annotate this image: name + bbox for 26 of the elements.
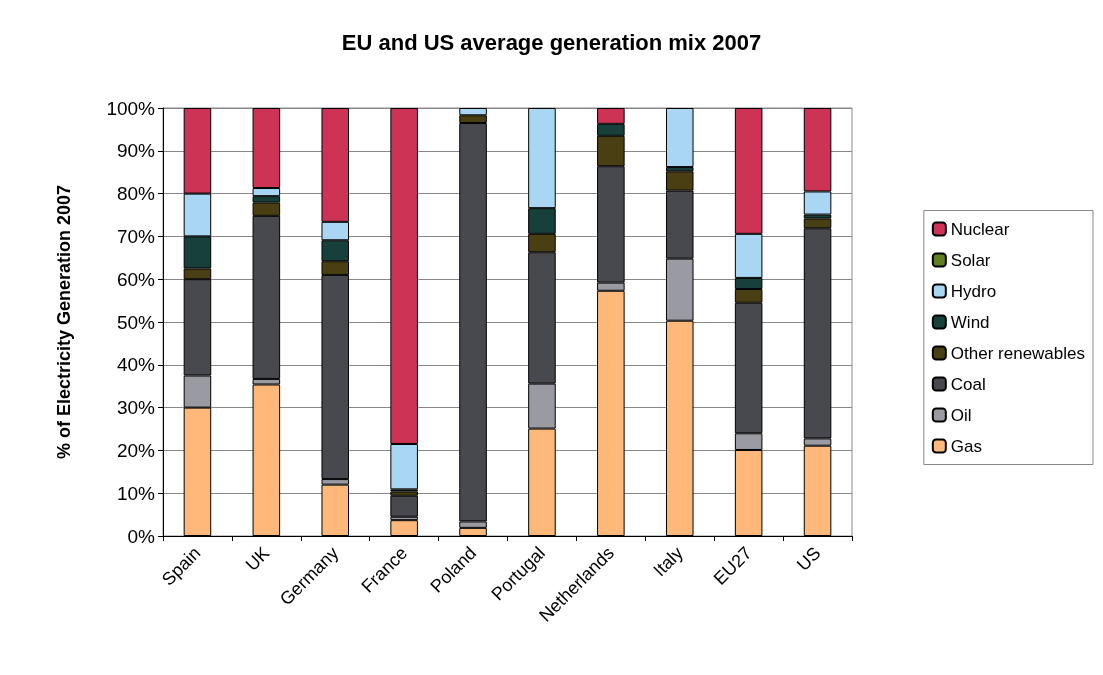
x-tick-label: US xyxy=(792,542,825,575)
legend-label: Gas xyxy=(950,436,983,456)
y-tick-label: 100% xyxy=(106,97,156,119)
legend-label: Oil xyxy=(950,405,972,425)
y-tick-label: 50% xyxy=(116,311,156,333)
y-axis-title: % of Electricity Generation 2007 xyxy=(54,184,74,460)
legend-label: Other renewables xyxy=(950,343,1086,363)
legend-label: Solar xyxy=(950,250,991,270)
y-tick-label: 60% xyxy=(116,268,156,290)
y-tick-label: 90% xyxy=(116,140,156,162)
y-tick-label: 30% xyxy=(116,397,156,419)
x-tick-label: UK xyxy=(241,542,274,575)
legend-label: Nuclear xyxy=(950,219,1010,239)
y-tick-label: 40% xyxy=(116,354,156,376)
legend-label: Wind xyxy=(950,312,990,332)
y-tick-label: 20% xyxy=(116,439,156,461)
y-tick-label: 0% xyxy=(127,525,156,547)
legend-label: Hydro xyxy=(950,281,997,301)
y-tick-label: 70% xyxy=(116,225,156,247)
y-tick-label: 80% xyxy=(116,183,156,205)
y-tick-label: 10% xyxy=(116,482,156,504)
bar xyxy=(665,108,694,168)
chart-title: EU and US average generation mix 2007 xyxy=(341,29,762,55)
bar xyxy=(390,495,418,517)
legend-label: Coal xyxy=(950,374,986,394)
x-tick-label: Italy xyxy=(649,542,687,581)
